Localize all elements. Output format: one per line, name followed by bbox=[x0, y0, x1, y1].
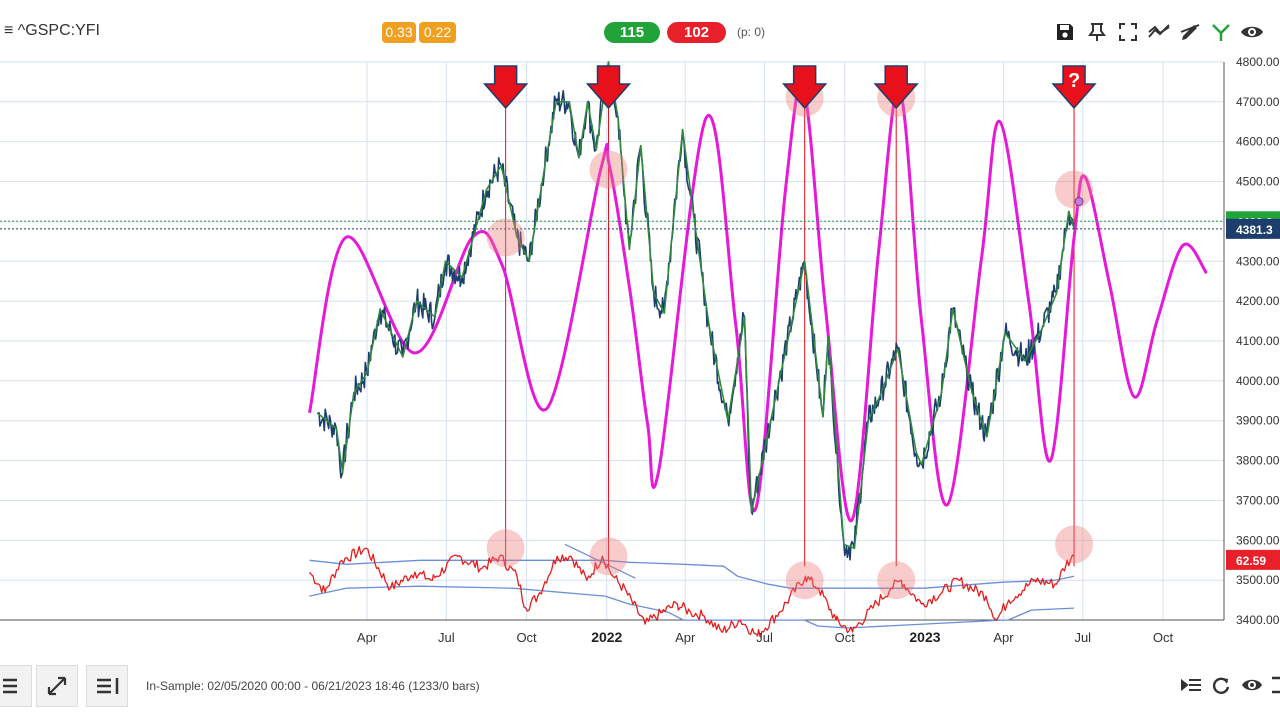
count-red-badge: 102 bbox=[667, 22, 726, 43]
price-tag-label: 4381.3 bbox=[1236, 223, 1273, 237]
last-point-dot bbox=[1074, 196, 1084, 206]
y-tick-label: 4300.00 bbox=[1236, 254, 1280, 268]
highlight-circle bbox=[785, 561, 824, 600]
expand-button[interactable] bbox=[36, 665, 78, 707]
down-arrow-icon bbox=[782, 65, 828, 110]
down-arrow-icon bbox=[873, 65, 919, 110]
symbol-label[interactable]: ≡ ^GSPC:YFI bbox=[4, 22, 100, 40]
price-line bbox=[316, 61, 1075, 561]
y-tick-label: 4200.00 bbox=[1236, 294, 1280, 308]
x-tick-label: Oct bbox=[516, 630, 537, 645]
x-tick-label: Apr bbox=[675, 630, 696, 645]
align-right-icon bbox=[97, 678, 119, 694]
status-text: In-Sample: 02/05/2020 00:00 - 06/21/2023… bbox=[146, 679, 480, 693]
cycle-layer bbox=[308, 83, 1208, 522]
highlight-circle bbox=[589, 537, 628, 576]
x-tick-label: 2022 bbox=[591, 629, 622, 645]
bottom-bar bbox=[0, 656, 1280, 720]
y-tick-label: 3500.00 bbox=[1236, 573, 1280, 587]
price-layer bbox=[0, 61, 1224, 561]
indent-icon[interactable] bbox=[1180, 674, 1202, 696]
corner-icon[interactable] bbox=[1268, 674, 1280, 696]
draw-icon[interactable] bbox=[1178, 20, 1202, 44]
oscillator-bands bbox=[309, 543, 1075, 629]
x-axis: Apr Jul Oct 2022 Apr Jul Oct 2023 Apr Jul Oct bbox=[357, 629, 1174, 645]
highlight-circle bbox=[589, 150, 628, 189]
count-green-badge: 115 bbox=[604, 22, 660, 43]
align-right-button[interactable] bbox=[86, 665, 128, 707]
x-tick-label: Oct bbox=[1153, 630, 1174, 645]
symbol-text: ^GSPC:YFI bbox=[17, 22, 100, 39]
y-tick-label: 3800.00 bbox=[1236, 454, 1280, 468]
highlight-circle bbox=[1055, 170, 1094, 209]
eye-icon[interactable] bbox=[1240, 20, 1264, 44]
list-icon bbox=[3, 678, 17, 694]
highlight-circle bbox=[486, 218, 525, 257]
y-tick-label: 4500.00 bbox=[1236, 175, 1280, 189]
y-tick-label: 3400.00 bbox=[1236, 613, 1280, 627]
pin-icon[interactable] bbox=[1085, 20, 1109, 44]
x-tick-label: Jul bbox=[438, 630, 455, 645]
x-tick-label: Oct bbox=[835, 630, 856, 645]
badge-value-2: 0.22 bbox=[419, 22, 456, 43]
fork-icon[interactable] bbox=[1209, 20, 1233, 44]
x-tick-label: Apr bbox=[357, 630, 378, 645]
highlight-circle bbox=[1055, 525, 1094, 564]
upper-band-line bbox=[309, 559, 1075, 589]
refresh-icon[interactable] bbox=[1210, 674, 1232, 696]
visibility-icon[interactable] bbox=[1241, 674, 1263, 696]
collapse-button[interactable] bbox=[0, 665, 32, 707]
oscillator-layer bbox=[308, 545, 1075, 638]
arrow-label: ? bbox=[1068, 70, 1080, 92]
trendline bbox=[564, 543, 636, 579]
y-tick-label: 3900.00 bbox=[1236, 414, 1280, 428]
cycle-line bbox=[308, 83, 1208, 522]
x-tick-label: 2023 bbox=[909, 629, 940, 645]
trend-icon[interactable] bbox=[1147, 20, 1171, 44]
expand-icon bbox=[47, 676, 67, 696]
lower-band-line bbox=[309, 585, 1075, 629]
price-tag-box bbox=[1226, 549, 1280, 570]
y-axis: 4800.004700.004600.004500.004400.004300.… bbox=[1236, 55, 1280, 627]
highlight-circle bbox=[486, 529, 525, 568]
save-icon[interactable] bbox=[1053, 20, 1077, 44]
price-tags: 4400.34381.362.59 bbox=[1226, 211, 1280, 570]
y-tick-label: 4700.00 bbox=[1236, 95, 1280, 109]
p-value-label: (p: 0) bbox=[737, 25, 766, 39]
highlight-circle bbox=[877, 561, 916, 600]
x-tick-label: Jul bbox=[1074, 630, 1091, 645]
y-tick-label: 4100.00 bbox=[1236, 334, 1280, 348]
price-tag-label: 62.59 bbox=[1236, 554, 1266, 568]
down-arrow-icon bbox=[482, 65, 529, 110]
menu-icon[interactable]: ≡ bbox=[4, 22, 18, 39]
fullscreen-icon[interactable] bbox=[1116, 20, 1140, 44]
y-tick-label: 4600.00 bbox=[1236, 135, 1280, 149]
x-tick-label: Apr bbox=[993, 630, 1014, 645]
y-tick-label: 3700.00 bbox=[1236, 493, 1280, 507]
badge-value-1: 0.33 bbox=[382, 22, 416, 43]
price-tag-box bbox=[1226, 218, 1280, 239]
x-tick-label: Jul bbox=[756, 630, 773, 645]
signal-arrows: ? bbox=[482, 65, 1097, 110]
top-bar: ≡ ^GSPC:YFI 0.33 0.22 115 102 (p: 0) bbox=[0, 0, 1280, 62]
oscillator-line bbox=[308, 545, 1075, 638]
y-tick-label: 4800.00 bbox=[1236, 55, 1280, 69]
y-tick-label: 4000.00 bbox=[1236, 374, 1280, 388]
down-arrow-icon bbox=[585, 65, 632, 110]
down-arrow-icon bbox=[1051, 65, 1097, 110]
y-tick-label: 3600.00 bbox=[1236, 533, 1280, 547]
